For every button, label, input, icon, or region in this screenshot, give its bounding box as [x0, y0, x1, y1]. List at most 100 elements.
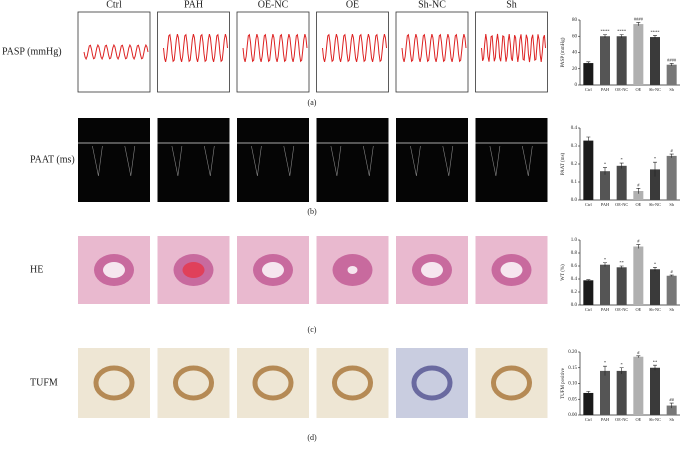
waveform: [481, 33, 546, 63]
waveform: [163, 33, 228, 63]
y-tick-label: 0.05: [568, 397, 577, 402]
significance-mark: ****: [651, 29, 661, 34]
error-bar: [619, 265, 624, 269]
significance-mark: *: [604, 162, 607, 167]
doppler-image: [78, 118, 150, 202]
ihc-image: [237, 348, 309, 418]
lumen: [182, 262, 205, 278]
x-tick-label: PAH: [601, 87, 609, 92]
bar: [650, 367, 660, 415]
doppler-image: [475, 118, 548, 202]
y-tick-label: 0.4: [571, 126, 578, 131]
lumen: [421, 262, 443, 278]
vessel: [332, 365, 373, 401]
error-bar: [619, 34, 624, 38]
waveform-panel: [157, 11, 230, 93]
y-tick-label: 0.8: [571, 251, 578, 256]
waveform-panel: [395, 11, 469, 93]
x-tick-label: OE: [635, 417, 641, 422]
lumen: [103, 262, 125, 278]
bar: [583, 140, 594, 200]
x-tick-label: OE-NC: [615, 87, 628, 92]
y-tick-label: 40: [572, 51, 578, 56]
doppler-trace: [442, 145, 454, 177]
error-bar: [653, 161, 657, 177]
x-tick-label: OE: [635, 202, 641, 207]
bar: [633, 24, 644, 85]
doppler-image: [396, 118, 468, 202]
ihc-image: [396, 348, 468, 418]
x-tick-label: Sh: [669, 202, 674, 207]
doppler-trace: [251, 145, 262, 177]
x-tick-label: Ctrl: [585, 417, 592, 422]
error-bar: [603, 365, 607, 376]
x-tick-label: PAH: [601, 417, 609, 422]
error-bar: [669, 153, 674, 158]
y-tick-label: 0.3: [571, 144, 578, 149]
error-bar: [603, 262, 607, 267]
waveform: [322, 33, 387, 63]
significance-mark: *: [604, 257, 607, 262]
error-bar: [603, 167, 607, 175]
x-tick-label: Sh: [669, 307, 674, 312]
panel-label: (b): [307, 207, 317, 216]
x-tick-label: Ctrl: [585, 87, 592, 92]
y-tick-label: 0.00: [568, 413, 577, 418]
row-label: PASP (mmHg): [2, 46, 62, 57]
lumen: [500, 262, 523, 278]
error-bar: [586, 279, 591, 281]
x-tick-label: Sh-NC: [649, 87, 661, 92]
vessel: [252, 365, 294, 401]
doppler-trace: [489, 145, 501, 177]
doppler-trace: [283, 145, 295, 177]
bar: [583, 392, 594, 415]
ihc-image: [316, 348, 389, 418]
x-tick-label: Sh-NC: [649, 417, 661, 422]
panel-label: (a): [308, 98, 317, 107]
vessel: [411, 365, 453, 401]
x-tick-label: OE-NC: [615, 417, 628, 422]
doppler-trace: [171, 145, 183, 177]
error-bar: [619, 367, 624, 375]
ihc-image: [157, 348, 230, 418]
doppler-trace: [410, 145, 421, 177]
error-bar: [603, 34, 607, 38]
y-axis-label: WT (%): [561, 264, 566, 281]
error-bar: [636, 244, 641, 249]
error-bar: [669, 402, 674, 409]
bar: [633, 191, 644, 200]
significance-mark: ####: [634, 16, 644, 21]
significance-mark: *: [654, 261, 657, 266]
vessel: [491, 365, 532, 401]
y-axis-label: TUFM positive: [561, 367, 566, 399]
x-tick-label: Ctrl: [585, 202, 592, 207]
y-tick-label: 20: [572, 67, 578, 72]
x-tick-label: Sh: [669, 417, 674, 422]
column-header: Sh: [506, 0, 517, 10]
ihc-image: [78, 348, 150, 418]
row-label: HE: [30, 264, 43, 275]
bar: [600, 36, 610, 85]
bar: [666, 275, 677, 305]
column-header: OE-NC: [258, 0, 289, 10]
bar: [600, 370, 610, 415]
y-tick-label: 0.20: [568, 350, 577, 355]
y-tick-label: 0.10: [568, 382, 577, 387]
significance-mark: **: [619, 260, 624, 265]
y-tick-label: 60: [572, 34, 578, 39]
row-label: PAAT (ms): [30, 154, 75, 165]
waveform: [83, 43, 149, 61]
error-bar: [653, 35, 657, 39]
column-header: OE: [346, 0, 359, 10]
doppler-trace: [92, 145, 103, 177]
waveform: [401, 33, 467, 63]
significance-mark: **: [653, 359, 658, 364]
column-header: Sh-NC: [418, 0, 446, 10]
vessel: [173, 365, 214, 401]
column-header: PAH: [184, 0, 203, 10]
x-tick-label: Sh: [669, 87, 674, 92]
bar: [666, 64, 677, 85]
y-axis-label: PASP (mmHg): [561, 37, 566, 67]
doppler-trace: [204, 145, 215, 177]
